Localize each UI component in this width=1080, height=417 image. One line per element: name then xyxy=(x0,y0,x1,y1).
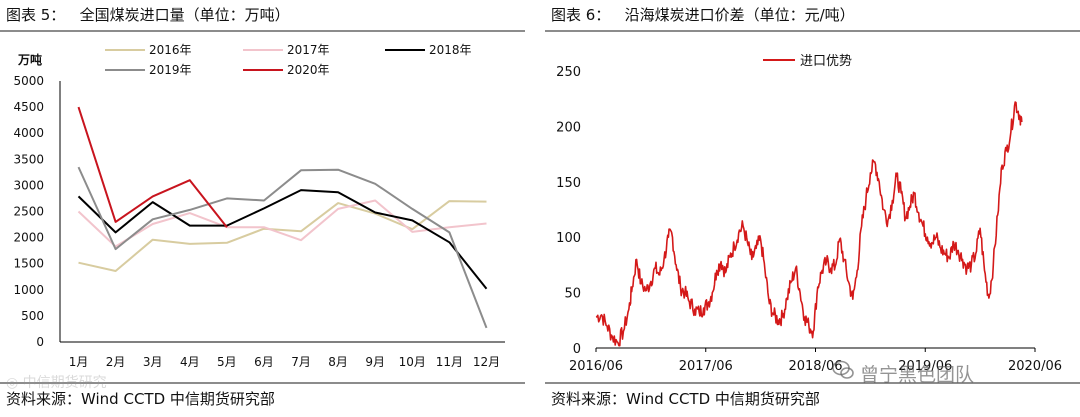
y-tick-label: 2000 xyxy=(13,231,44,245)
x-tick-label: 4月 xyxy=(180,355,200,369)
import-volume-chart: 万吨 0 500 1000 1500 2000 2500 3000 3500 4000 4500 50… xyxy=(13,43,505,369)
price-spread-chart: 0 50 100 150 200 250 2016/06 2017/06 2018/06 2019… xyxy=(556,53,1062,374)
y-tick-label: 250 xyxy=(556,65,581,80)
series-line-2019年 xyxy=(77,166,488,329)
x-tick-label: 1月 xyxy=(69,355,89,369)
legend-label: 进口优势 xyxy=(800,53,852,69)
right-chart-panel: 图表 6： 沿海煤炭进口价差（单位：元/吨） 0 50 100 150 200 250 20… xyxy=(545,0,1080,417)
x-tick-label: 2016/06 xyxy=(569,359,623,374)
left-source-rule xyxy=(0,382,525,384)
right-source-rule xyxy=(545,382,1080,384)
y-tick-label: 200 xyxy=(556,120,581,135)
x-tick-label: 2月 xyxy=(106,355,126,369)
y-tick-label: 3500 xyxy=(13,152,44,166)
y-tick-label: 1500 xyxy=(13,257,44,271)
series-line-2017年 xyxy=(77,199,487,248)
x-tick-label: 6月 xyxy=(254,355,274,369)
y-tick-label: 4500 xyxy=(13,100,44,114)
legend-label: 2020年 xyxy=(287,63,330,77)
y-tick-label: 150 xyxy=(556,176,581,191)
x-tick-label: 2017/06 xyxy=(679,359,733,374)
x-tick-label: 2019/06 xyxy=(898,359,952,374)
y-tick-label: 50 xyxy=(564,287,581,302)
y-tick-label: 4000 xyxy=(13,126,44,140)
left-chart-panel: 图表 5： 全国煤炭进口量（单位：万吨） 万吨 0 500 1000 1500 2000 2… xyxy=(0,0,525,417)
series-line-进口优势 xyxy=(595,101,1023,347)
y-tick-label: 0 xyxy=(573,342,581,357)
legend-label: 2016年 xyxy=(149,43,192,57)
left-chart-title: 图表 5： 全国煤炭进口量（单位：万吨） xyxy=(6,6,290,24)
wechat-icon xyxy=(832,360,854,379)
x-tick-label: 11月 xyxy=(436,355,463,369)
legend-label: 2017年 xyxy=(287,43,330,57)
y-tick-label: 2500 xyxy=(13,205,44,219)
right-title-rule xyxy=(545,30,1080,32)
legend-label: 2019年 xyxy=(149,63,192,77)
right-chart-source: 资料来源：Wind CCTD 中信期货研究部 xyxy=(551,390,820,408)
x-tick-label: 12月 xyxy=(473,355,500,369)
y-tick-label: 3000 xyxy=(13,178,44,192)
y-tick-label: 100 xyxy=(556,231,581,246)
right-chart-title: 图表 6： 沿海煤炭进口价差（单位：元/吨） xyxy=(551,6,855,24)
left-chart-source: 资料来源：Wind CCTD 中信期货研究部 xyxy=(6,390,275,408)
x-tick-label: 2020/06 xyxy=(1008,359,1062,374)
x-tick-label: 5月 xyxy=(217,355,237,369)
x-tick-label: 8月 xyxy=(328,355,348,369)
x-tick-label: 3月 xyxy=(143,355,163,369)
series-line-2018年 xyxy=(77,189,488,290)
x-tick-label: 9月 xyxy=(365,355,385,369)
x-tick-label: 7月 xyxy=(291,355,311,369)
legend-label: 2018年 xyxy=(429,43,472,57)
y-axis-unit: 万吨 xyxy=(17,52,42,67)
left-title-rule xyxy=(0,30,525,32)
series-line-2020年 xyxy=(77,106,228,228)
watermark-left: ◎ 中信期货研究 xyxy=(6,375,107,391)
watermark-text: 曾宁黑色团队 xyxy=(860,364,975,386)
y-tick-label: 1000 xyxy=(13,283,44,297)
x-tick-label: 2018/06 xyxy=(788,359,842,374)
x-tick-label: 10月 xyxy=(399,355,426,369)
y-tick-label: 5000 xyxy=(13,74,44,88)
y-tick-label: 500 xyxy=(21,309,44,323)
y-tick-label: 0 xyxy=(36,335,44,349)
